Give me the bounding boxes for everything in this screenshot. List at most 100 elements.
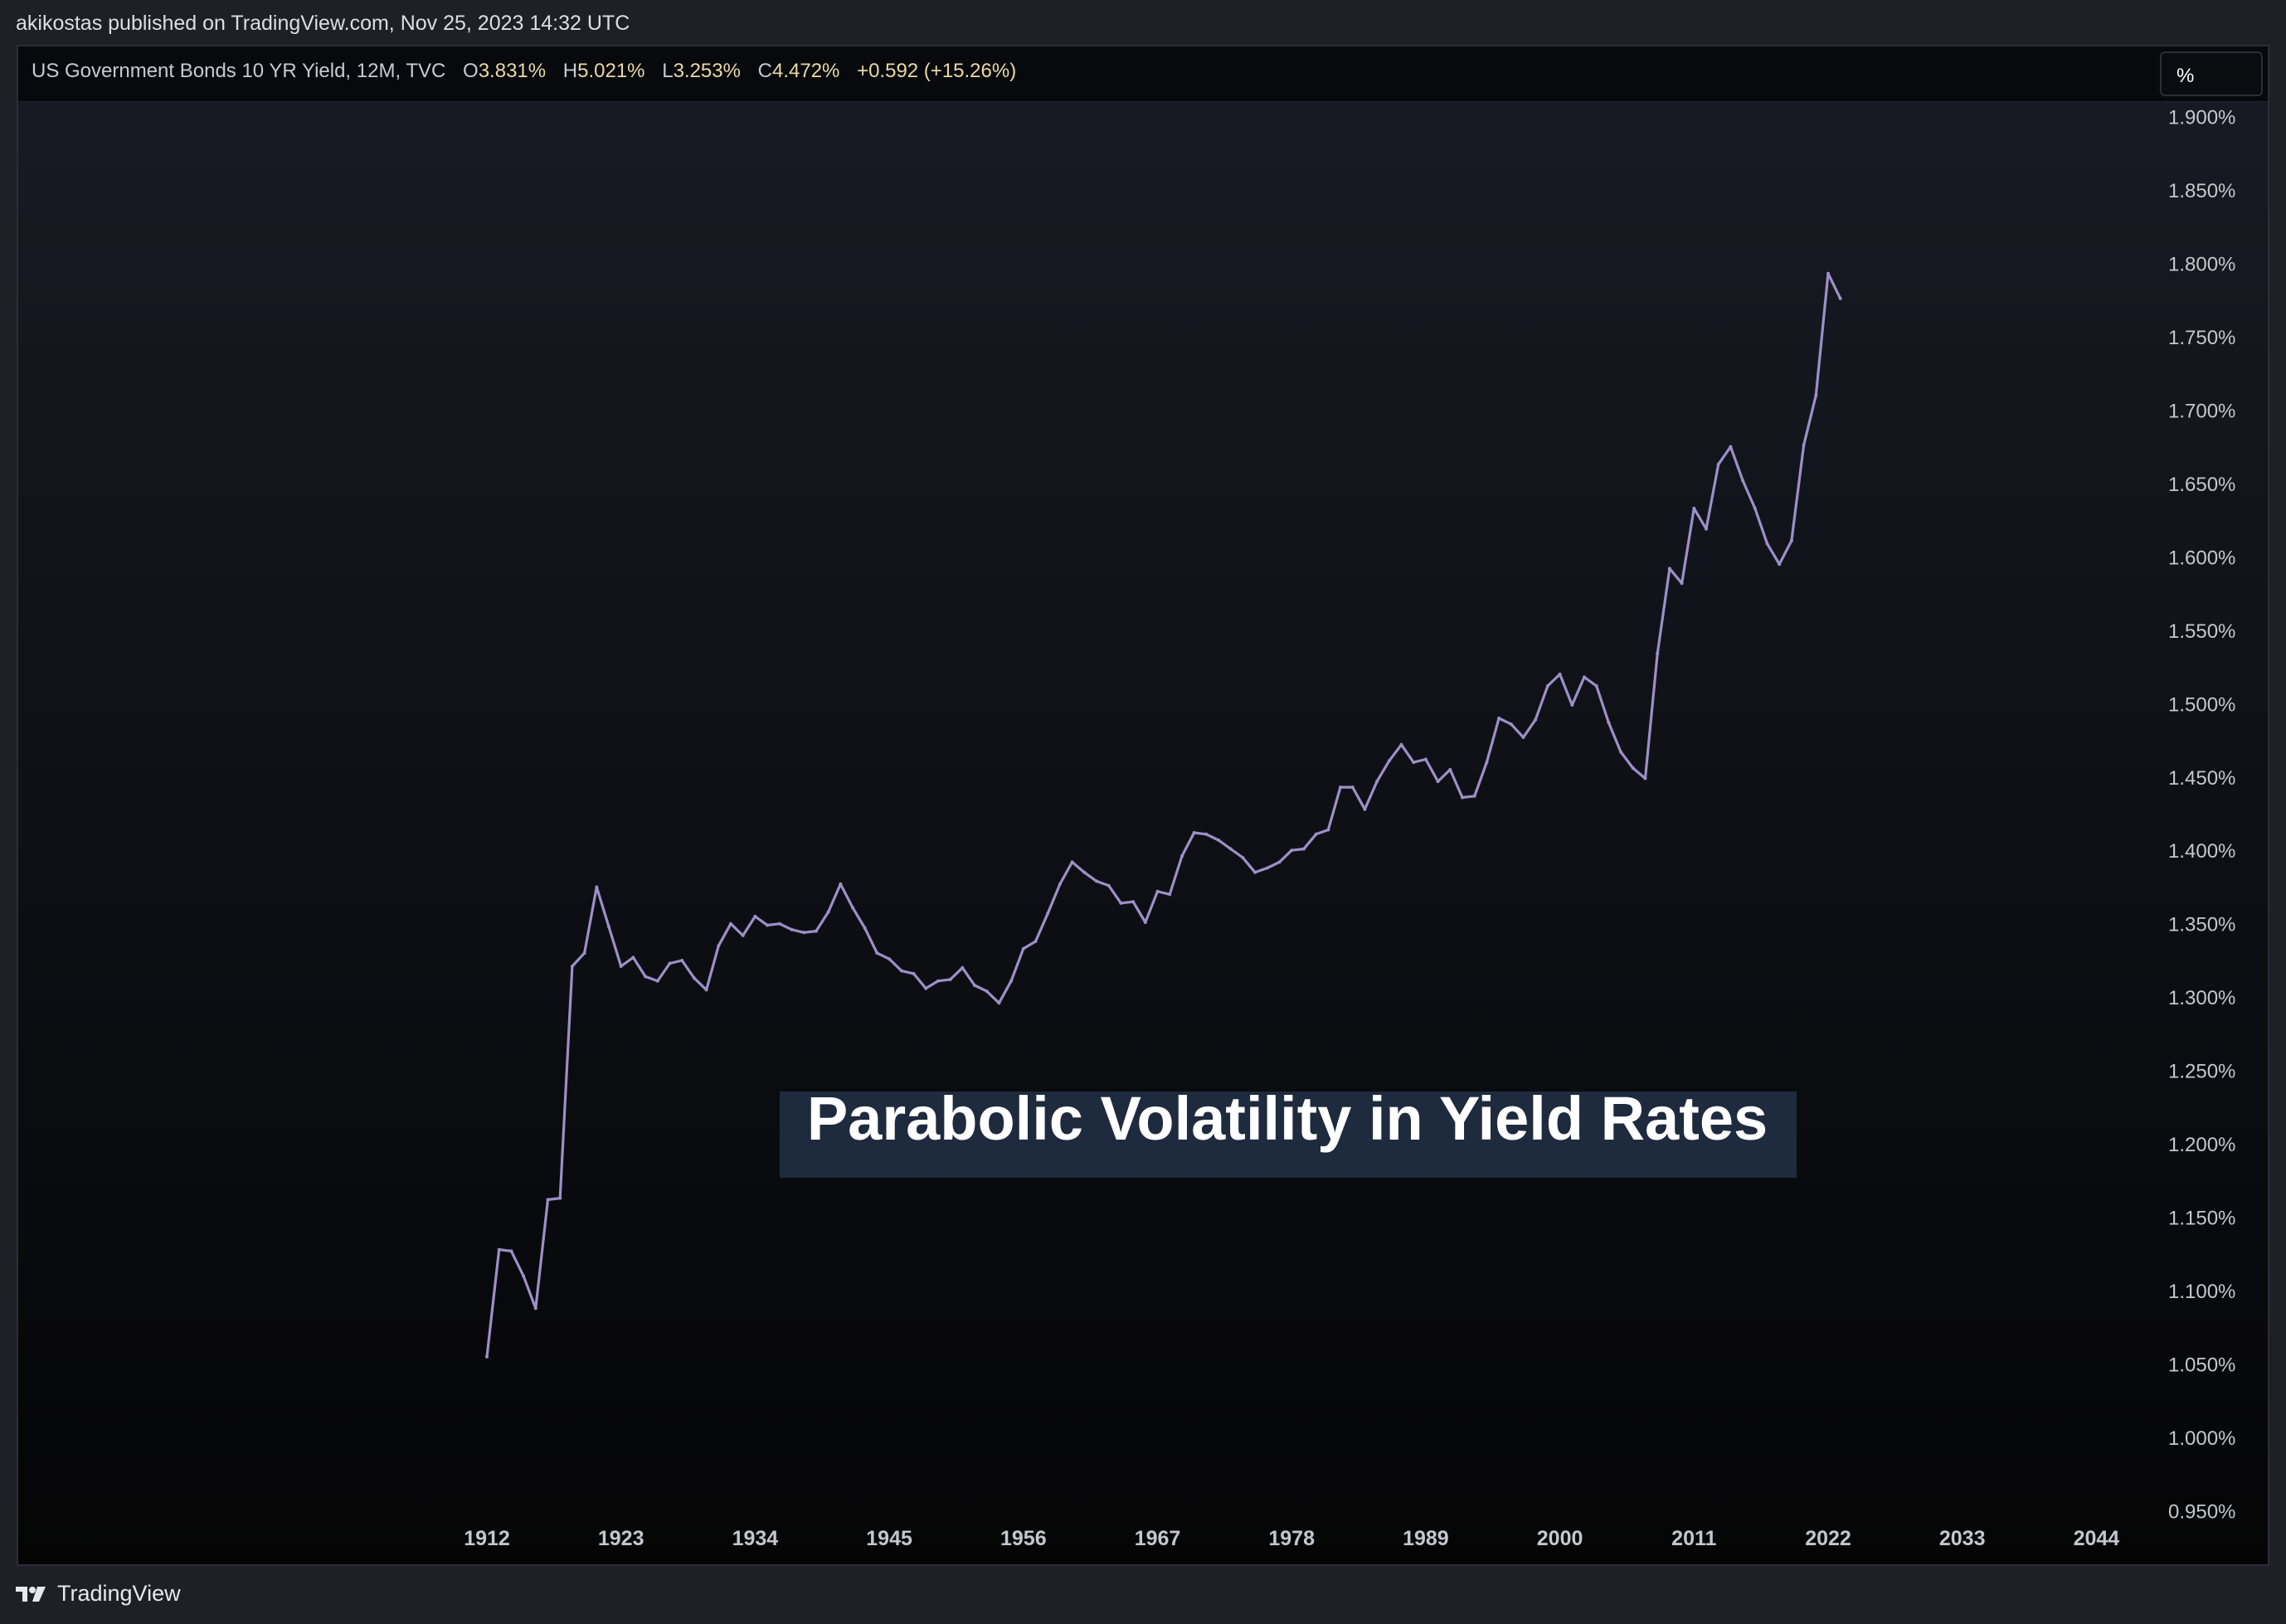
data-point [729, 921, 732, 926]
series-layer [485, 271, 1842, 1359]
data-point [1375, 780, 1379, 784]
x-tick-label: 1923 [598, 1527, 644, 1550]
data-point [1436, 780, 1440, 784]
y-tick-label: 1.050% [2168, 1354, 2235, 1377]
y-tick-label: 1.300% [2168, 987, 2235, 1009]
close-label: C [757, 60, 772, 82]
data-point [1570, 703, 1574, 707]
data-point [1412, 761, 1416, 765]
data-point [863, 926, 867, 930]
data-point [1034, 940, 1038, 943]
data-point [1350, 785, 1355, 790]
x-tick-label: 1989 [1403, 1527, 1449, 1550]
chart-pane[interactable]: US Government Bonds 10 YR Yield, 12M, TV… [17, 45, 2269, 1566]
x-tick-label: 2044 [2074, 1527, 2120, 1550]
close-value: 4.472% [771, 60, 840, 82]
data-point [1009, 979, 1014, 983]
data-point [1838, 296, 1842, 300]
footer-brand[interactable]: TradingView [16, 1581, 181, 1607]
data-point [1631, 766, 1635, 771]
data-point [924, 986, 928, 990]
data-point [1119, 901, 1123, 905]
data-point [1143, 921, 1147, 924]
data-point [1228, 847, 1233, 851]
data-point [1314, 832, 1318, 836]
y-axis[interactable]: 0.950% 1.000% 1.050% 1.100% 1.150% 1.200% 1.25… [2168, 106, 2235, 1523]
change-value: +0.592 (+15.26%) [857, 60, 1017, 82]
data-point [522, 1274, 526, 1278]
data-point [1339, 785, 1342, 790]
data-point [582, 951, 586, 955]
data-point [680, 959, 684, 962]
x-tick-label: 2033 [1939, 1527, 1986, 1550]
data-point [1192, 831, 1196, 834]
data-point [1607, 721, 1611, 725]
price-chart[interactable]: 0.950% 1.000% 1.050% 1.100% 1.150% 1.200% 1.25… [18, 46, 2269, 1566]
open-label: O [463, 60, 479, 82]
low-label: L [662, 60, 674, 82]
data-point [1253, 870, 1257, 874]
y-tick-label: 1.900% [2168, 106, 2235, 129]
data-point [997, 1001, 1001, 1005]
data-point [1241, 856, 1245, 860]
data-point [1692, 506, 1696, 510]
data-point [973, 984, 976, 987]
data-point [533, 1306, 537, 1310]
data-point [1545, 684, 1549, 688]
data-point [509, 1249, 513, 1253]
legend-bar: US Government Bonds 10 YR Yield, 12M, TV… [18, 46, 2268, 102]
x-tick-label: 1912 [464, 1527, 510, 1550]
data-point [485, 1354, 489, 1359]
y-tick-label: 1.200% [2168, 1134, 2235, 1156]
data-point [619, 965, 623, 968]
data-point [668, 961, 672, 965]
series-line[interactable] [485, 272, 1842, 1357]
data-point [1765, 542, 1769, 546]
annotation-layer[interactable]: Parabolic Volatility in Yield Rates [780, 1084, 1797, 1178]
data-point [1826, 271, 1830, 275]
data-point [1583, 675, 1586, 679]
data-point [1753, 506, 1757, 510]
annotation-text[interactable]: Parabolic Volatility in Yield Rates [807, 1084, 1768, 1153]
data-point [558, 1196, 562, 1200]
y-tick-label: 1.650% [2168, 474, 2235, 496]
x-tick-label: 1967 [1135, 1527, 1181, 1550]
data-point [1472, 794, 1476, 798]
scale-mode-button[interactable]: % [2160, 51, 2263, 96]
y-tick-label: 1.400% [2168, 840, 2235, 863]
data-point [790, 927, 794, 931]
x-tick-label: 2000 [1537, 1527, 1583, 1550]
data-point [875, 951, 879, 955]
data-point [655, 979, 659, 983]
instrument-name[interactable]: US Government Bonds 10 YR Yield, 12M, TV… [32, 60, 446, 82]
data-point [899, 969, 903, 973]
data-point [888, 957, 892, 961]
x-axis[interactable]: 1912 1923 1934 1945 1956 1967 1978 1989 2000 2011… [464, 1527, 2119, 1550]
data-point [1667, 566, 1671, 571]
data-point [1656, 652, 1660, 656]
x-tick-label: 2011 [1671, 1527, 1716, 1550]
x-tick-label: 1978 [1268, 1527, 1315, 1550]
published-info: akikostas published on TradingView.com, … [16, 12, 630, 35]
low-value: 3.253% [673, 60, 741, 82]
data-point [1448, 767, 1452, 771]
symbol-legend: US Government Bonds 10 YR Yield, 12M, TV… [32, 60, 1016, 83]
data-point [1778, 562, 1782, 566]
y-tick-label: 1.350% [2168, 914, 2235, 936]
data-point [1521, 736, 1525, 739]
data-point [1741, 479, 1745, 483]
data-point [777, 921, 781, 926]
data-point [1277, 860, 1282, 864]
data-point [961, 965, 965, 970]
data-point [1131, 900, 1136, 904]
x-tick-label: 2022 [1805, 1527, 1851, 1550]
x-tick-label: 1956 [1000, 1527, 1047, 1550]
data-point [1021, 946, 1025, 951]
data-point [936, 979, 940, 983]
data-point [1485, 761, 1489, 765]
data-point [1705, 527, 1708, 531]
y-tick-label: 1.750% [2168, 327, 2235, 349]
data-point [1729, 445, 1733, 449]
data-point [1179, 854, 1184, 858]
y-tick-label: 1.850% [2168, 180, 2235, 202]
